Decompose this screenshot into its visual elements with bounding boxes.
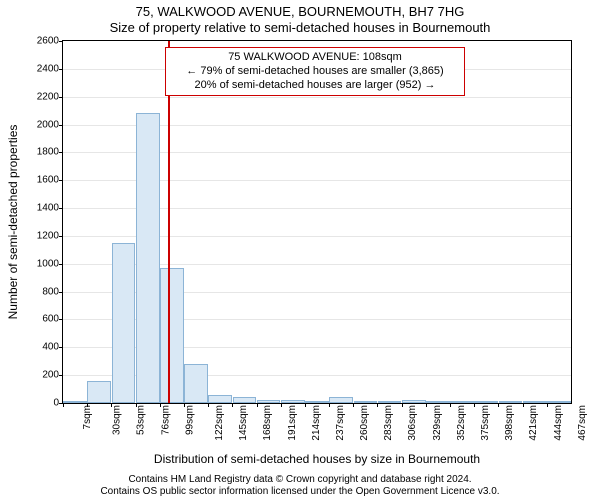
x-tick-label: 99sqm (184, 405, 195, 435)
histogram-bar (87, 381, 111, 403)
x-tick-label: 214sqm (311, 405, 322, 441)
y-tick-label: 2000 (37, 119, 63, 130)
credit-line-2: Contains OS public sector information li… (0, 486, 600, 498)
histogram-bar (208, 395, 232, 403)
histogram-bar (257, 400, 281, 403)
histogram-bar (329, 397, 353, 403)
x-tick-label: 53sqm (136, 405, 147, 435)
annotation-line: 75 WALKWOOD AVENUE: 108sqm (172, 51, 458, 65)
x-tick-label: 122sqm (214, 405, 225, 441)
y-axis-label: Number of semi-detached properties (6, 40, 20, 404)
x-tick-label: 283sqm (383, 405, 394, 441)
x-tick-label: 306sqm (408, 405, 419, 441)
x-tick-mark (257, 403, 258, 407)
x-tick-mark (523, 403, 524, 407)
x-tick-label: 375sqm (480, 405, 491, 441)
histogram-bar (523, 401, 547, 403)
y-tick-label: 2400 (37, 63, 63, 74)
x-tick-label: 7sqm (82, 405, 93, 429)
x-tick-label: 421sqm (529, 405, 540, 441)
y-tick-label: 1400 (37, 203, 63, 214)
x-tick-label: 30sqm (112, 405, 123, 435)
x-tick-mark (547, 403, 548, 407)
y-tick-label: 1600 (37, 175, 63, 186)
histogram-bar (450, 401, 474, 403)
x-tick-mark (402, 403, 403, 407)
x-tick-mark (329, 403, 330, 407)
histogram-bar (305, 401, 329, 403)
x-tick-mark (353, 403, 354, 407)
x-tick-mark (111, 403, 112, 407)
credit-text: Contains HM Land Registry data © Crown c… (0, 474, 600, 498)
x-tick-label: 260sqm (359, 405, 370, 441)
x-tick-label: 76sqm (160, 405, 171, 435)
histogram-bar (547, 401, 571, 403)
x-tick-mark (63, 403, 64, 407)
x-tick-mark (208, 403, 209, 407)
histogram-bar (281, 400, 305, 403)
y-tick-label: 1800 (37, 147, 63, 158)
y-grid-line (63, 97, 571, 98)
histogram-bar (426, 401, 450, 403)
x-tick-mark (281, 403, 282, 407)
figure-title-1: 75, WALKWOOD AVENUE, BOURNEMOUTH, BH7 7H… (0, 0, 600, 20)
annotation-line: 20% of semi-detached houses are larger (… (172, 79, 458, 93)
x-axis-label: Distribution of semi-detached houses by … (62, 452, 572, 466)
annotation-line: ← 79% of semi-detached houses are smalle… (172, 65, 458, 79)
x-tick-label: 444sqm (553, 405, 564, 441)
chart-plot-frame: 0200400600800100012001400160018002000220… (62, 40, 572, 404)
x-tick-label: 398sqm (504, 405, 515, 441)
histogram-bar (160, 268, 184, 403)
y-tick-label: 1000 (37, 258, 63, 269)
y-tick-label: 2600 (37, 36, 63, 47)
histogram-bar (136, 113, 160, 403)
y-tick-label: 400 (42, 342, 63, 353)
credit-line-1: Contains HM Land Registry data © Crown c… (0, 474, 600, 486)
x-tick-label: 191sqm (287, 405, 298, 441)
x-tick-mark (305, 403, 306, 407)
histogram-bar (184, 364, 208, 403)
x-tick-label: 467sqm (577, 405, 588, 441)
x-tick-mark (232, 403, 233, 407)
x-tick-mark (377, 403, 378, 407)
x-tick-label: 352sqm (456, 405, 467, 441)
x-tick-mark (184, 403, 185, 407)
annotation-box: 75 WALKWOOD AVENUE: 108sqm← 79% of semi-… (165, 47, 465, 96)
x-tick-mark (450, 403, 451, 407)
x-tick-mark (160, 403, 161, 407)
histogram-bar (233, 397, 257, 403)
x-tick-label: 329sqm (432, 405, 443, 441)
x-tick-mark (87, 403, 88, 407)
x-tick-mark (474, 403, 475, 407)
histogram-bar (378, 401, 402, 403)
figure-title-2: Size of property relative to semi-detach… (0, 20, 600, 38)
histogram-bar (63, 401, 87, 403)
histogram-bar (474, 401, 498, 403)
histogram-bar (499, 401, 523, 403)
x-tick-mark (136, 403, 137, 407)
y-tick-label: 1200 (37, 230, 63, 241)
y-tick-label: 200 (42, 370, 63, 381)
y-tick-label: 0 (53, 398, 63, 409)
y-tick-label: 2200 (37, 91, 63, 102)
plot-area: 0200400600800100012001400160018002000220… (62, 40, 572, 404)
figure: 75, WALKWOOD AVENUE, BOURNEMOUTH, BH7 7H… (0, 0, 600, 500)
x-tick-mark (426, 403, 427, 407)
x-tick-label: 168sqm (262, 405, 273, 441)
x-tick-label: 237sqm (335, 405, 346, 441)
histogram-bar (402, 400, 426, 403)
histogram-bar (354, 401, 378, 403)
y-tick-label: 800 (42, 286, 63, 297)
histogram-bar (112, 243, 136, 403)
x-tick-mark (498, 403, 499, 407)
y-tick-label: 600 (42, 314, 63, 325)
x-tick-label: 145sqm (238, 405, 249, 441)
